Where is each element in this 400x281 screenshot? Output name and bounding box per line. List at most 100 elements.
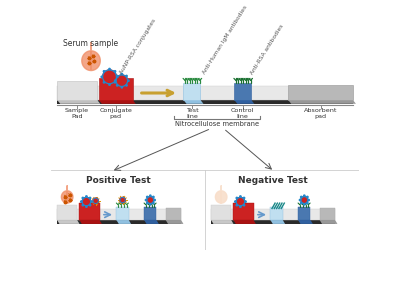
- Bar: [234, 203, 254, 220]
- Polygon shape: [116, 220, 131, 224]
- Bar: [144, 207, 156, 220]
- Circle shape: [128, 80, 129, 81]
- Circle shape: [86, 196, 87, 197]
- Circle shape: [114, 82, 116, 83]
- Circle shape: [235, 201, 236, 202]
- Circle shape: [114, 80, 116, 81]
- Circle shape: [117, 76, 118, 78]
- Circle shape: [121, 73, 122, 75]
- Circle shape: [103, 82, 105, 83]
- Circle shape: [300, 196, 302, 198]
- Text: Negative Test: Negative Test: [238, 176, 308, 185]
- Circle shape: [126, 75, 127, 77]
- Circle shape: [147, 197, 154, 203]
- Circle shape: [146, 202, 148, 204]
- Circle shape: [109, 68, 110, 70]
- Circle shape: [89, 205, 91, 206]
- Bar: [57, 100, 353, 104]
- Text: Anti-RSA antibodies: Anti-RSA antibodies: [249, 23, 284, 75]
- Polygon shape: [320, 220, 338, 224]
- Circle shape: [121, 87, 122, 88]
- Circle shape: [114, 71, 116, 72]
- Bar: [234, 83, 251, 100]
- Text: Absorbent
pad: Absorbent pad: [304, 108, 337, 119]
- Text: Test
line: Test line: [186, 108, 198, 119]
- Bar: [270, 207, 283, 220]
- Circle shape: [245, 201, 246, 202]
- Circle shape: [153, 202, 154, 204]
- Polygon shape: [80, 220, 102, 224]
- Polygon shape: [166, 220, 184, 224]
- Circle shape: [93, 198, 98, 203]
- Text: Anti-Human IgM antibodies: Anti-Human IgM antibodies: [202, 5, 248, 75]
- Circle shape: [89, 197, 91, 199]
- Bar: [57, 205, 77, 220]
- Circle shape: [236, 205, 238, 206]
- Polygon shape: [215, 185, 227, 203]
- Polygon shape: [234, 100, 254, 104]
- Circle shape: [82, 197, 91, 206]
- Polygon shape: [298, 220, 313, 224]
- Circle shape: [150, 195, 151, 196]
- Circle shape: [236, 197, 245, 206]
- Circle shape: [153, 196, 154, 198]
- Bar: [211, 220, 335, 224]
- Circle shape: [116, 75, 128, 87]
- Circle shape: [82, 197, 84, 199]
- Circle shape: [304, 195, 305, 196]
- Circle shape: [150, 204, 151, 205]
- Circle shape: [91, 201, 92, 202]
- Bar: [57, 81, 97, 100]
- Circle shape: [145, 199, 147, 201]
- Bar: [320, 208, 335, 220]
- Polygon shape: [270, 220, 285, 224]
- Circle shape: [101, 76, 102, 78]
- Circle shape: [116, 75, 118, 77]
- Polygon shape: [144, 220, 159, 224]
- Bar: [116, 207, 129, 220]
- Bar: [211, 205, 231, 220]
- Circle shape: [236, 197, 238, 199]
- Circle shape: [307, 196, 308, 198]
- Circle shape: [300, 202, 302, 204]
- Bar: [298, 207, 310, 220]
- Bar: [57, 220, 181, 224]
- Text: Conjugate
pad: Conjugate pad: [99, 108, 132, 119]
- Polygon shape: [211, 220, 234, 224]
- Polygon shape: [288, 100, 356, 104]
- Circle shape: [86, 206, 87, 207]
- Circle shape: [102, 70, 116, 84]
- Circle shape: [154, 199, 155, 201]
- Circle shape: [299, 199, 301, 201]
- Bar: [166, 208, 181, 220]
- Bar: [57, 209, 181, 220]
- Polygon shape: [184, 100, 204, 104]
- Polygon shape: [234, 220, 256, 224]
- Circle shape: [120, 197, 125, 203]
- Text: AuNP-RSA conjugates: AuNP-RSA conjugates: [119, 18, 157, 75]
- Text: Control
line: Control line: [231, 108, 254, 119]
- Circle shape: [82, 205, 84, 206]
- Bar: [211, 209, 335, 220]
- Text: Serum sample: Serum sample: [64, 39, 119, 48]
- Circle shape: [240, 196, 241, 197]
- Polygon shape: [61, 185, 73, 203]
- Bar: [99, 78, 133, 100]
- Bar: [184, 83, 200, 100]
- Text: Sample
Pad: Sample Pad: [65, 108, 89, 119]
- Circle shape: [116, 85, 118, 86]
- Polygon shape: [82, 42, 100, 71]
- Text: Nitrocellulose membrane: Nitrocellulose membrane: [175, 121, 259, 127]
- Bar: [57, 86, 353, 100]
- Circle shape: [308, 199, 309, 201]
- Bar: [288, 85, 353, 100]
- Circle shape: [109, 84, 110, 85]
- Circle shape: [126, 85, 127, 86]
- Bar: [80, 203, 100, 220]
- Circle shape: [307, 202, 308, 204]
- Circle shape: [81, 201, 82, 202]
- Polygon shape: [99, 100, 136, 104]
- Circle shape: [146, 196, 148, 198]
- Circle shape: [103, 71, 105, 72]
- Circle shape: [243, 197, 245, 199]
